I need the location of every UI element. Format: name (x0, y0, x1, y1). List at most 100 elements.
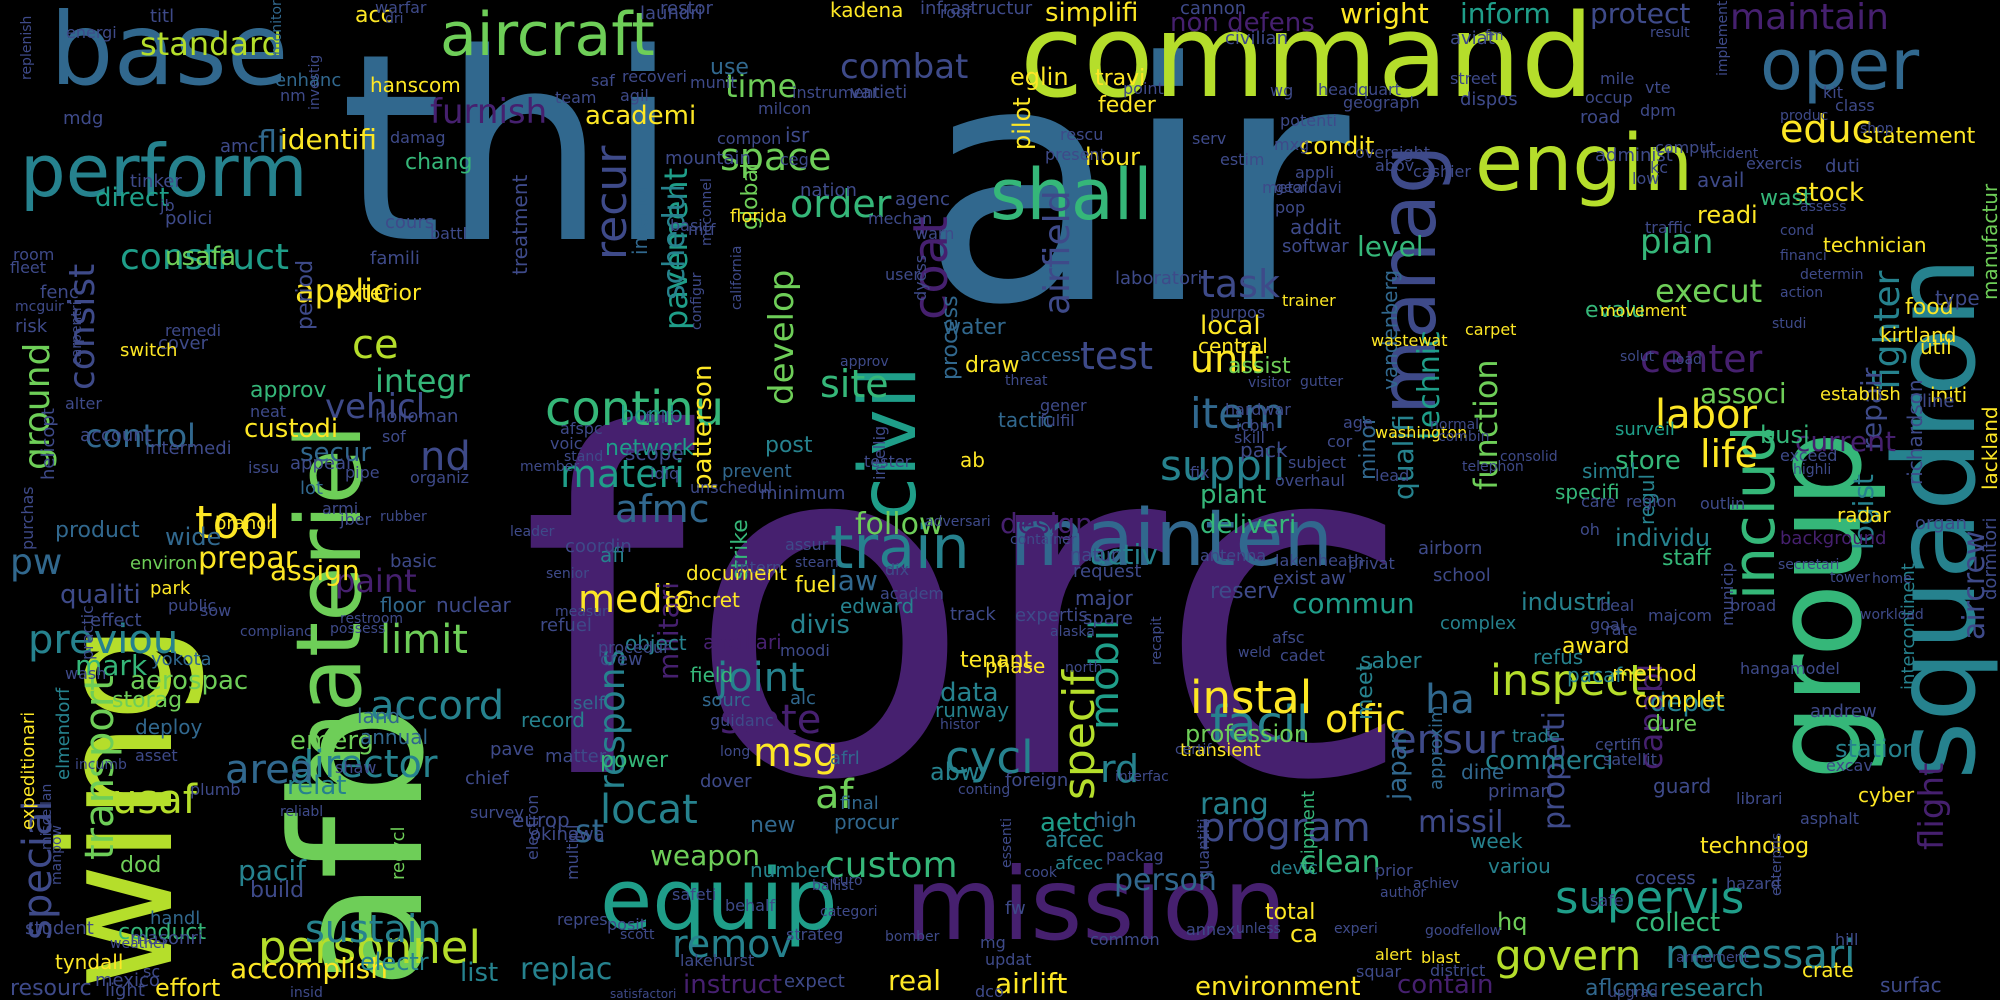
cloud-word-majcom: majcom (1648, 606, 1713, 625)
cloud-word-kit: kit (1823, 83, 1843, 102)
cloud-word-spare: spare (1083, 608, 1133, 629)
cloud-word-suppli: suppli (1160, 441, 1286, 490)
cloud-word-track: track (950, 604, 996, 625)
cloud-word-certif: certif (1175, 742, 1212, 758)
cloud-word-prior: prior (1375, 861, 1413, 880)
cloud-word-satisfactori: satisfactori (610, 987, 677, 1000)
cloud-word-electron: electron (523, 794, 542, 860)
cloud-word-level: level (1357, 230, 1424, 263)
cloud-word-mdg: mdg (63, 108, 104, 129)
cloud-word-action: action (1780, 285, 1824, 301)
cloud-word-dix: dix (885, 560, 910, 579)
cloud-word-refuel: refuel (540, 615, 592, 636)
cloud-word-remov: remov (672, 922, 793, 966)
cloud-word-metr: mtf (688, 220, 716, 239)
cloud-word-unless: unless (1236, 921, 1281, 937)
cloud-word-surveil: surveil (1615, 419, 1675, 440)
cloud-word-idiq: idiq (650, 464, 680, 483)
cloud-word-accomplish: accomplish (230, 952, 389, 985)
cloud-word-aerospac: aerospac (130, 666, 249, 696)
cloud-word-afsc: afsc (1272, 628, 1305, 647)
cloud-word-afmc: afmc (615, 487, 710, 531)
cloud-word-cadet: cadet (1280, 646, 1325, 665)
cloud-word-moodi: moodi (780, 641, 830, 660)
cloud-word-dispos: dispos (1460, 89, 1518, 110)
cloud-word-rd: rd (1100, 747, 1140, 791)
cloud-word-age: age (1343, 413, 1373, 432)
cloud-word-goal: goal (1590, 615, 1625, 634)
cloud-word-matter: matter (545, 746, 607, 767)
cloud-word-furnish: furnish (430, 92, 548, 132)
cloud-word-simplifi: simplifi (1045, 0, 1139, 28)
cloud-word-assist: assist (1228, 354, 1291, 379)
cloud-word-hq: hq (1497, 908, 1528, 936)
cloud-word-overhaul: overhaul (1275, 471, 1345, 490)
cloud-word-abw: abw (930, 758, 980, 786)
cloud-word-weapon: weapon (650, 839, 760, 872)
cloud-word-traffic: traffic (1645, 218, 1692, 237)
cloud-word-instal: instal (1190, 671, 1313, 724)
cloud-word-stat: st (575, 812, 605, 850)
cloud-word-contain: contain (1397, 970, 1494, 1000)
cloud-word-research: research (1660, 974, 1764, 1000)
cloud-word-energi: energi (66, 23, 117, 42)
cloud-word-dine: dine (1461, 760, 1505, 784)
cloud-word-leader: leader (510, 524, 555, 540)
cloud-word-ce: ce (352, 322, 399, 368)
cloud-word-dpm: dpm (1640, 101, 1676, 120)
cloud-word-asset: asset (135, 746, 178, 765)
cloud-word-recapit: recapit (1149, 616, 1165, 665)
cloud-word-common: common (1090, 930, 1160, 949)
cloud-word-risk: risk (15, 316, 48, 337)
cloud-word-manufactur: manufactur (1978, 183, 2000, 300)
cloud-word-movement: movement (1600, 301, 1687, 320)
cloud-word-practic: practic (78, 605, 97, 660)
cloud-word-experi: experi (1334, 921, 1378, 937)
cloud-word-multipl: multipl (563, 824, 582, 881)
cloud-word-aw: aw (1320, 568, 1346, 589)
cloud-word-instruct: instruct (683, 970, 783, 1000)
cloud-word-squar: squar (1356, 962, 1402, 981)
cloud-word-implement: implement (1715, 0, 1731, 76)
cloud-word-radar: radar (1837, 503, 1891, 527)
cloud-word-field: field (690, 663, 734, 687)
cloud-word-isr: isr (785, 123, 810, 147)
cloud-word-interior: interior (628, 182, 652, 255)
cloud-word-fence: fenc (40, 282, 79, 303)
cloud-word-intermedi: intermedi (145, 438, 232, 459)
cloud-word-schedul: schedul (657, 184, 692, 300)
cloud-word-base: base (50, 0, 289, 108)
cloud-word-rubber: rubber (380, 509, 427, 525)
cloud-word-restroom: restroom (340, 611, 404, 627)
cloud-word-forc: forc (520, 336, 1415, 883)
cloud-word-vehicl: vehicl (325, 387, 426, 427)
cloud-word-saf: saf (591, 71, 615, 90)
cloud-word-oper: oper (1760, 24, 1920, 106)
cloud-word-curo: curo (832, 873, 863, 889)
cloud-word-configur: configur (689, 272, 705, 330)
cloud-word-compon: compon (717, 129, 782, 148)
cloud-word-exceed: exceed (1780, 446, 1838, 465)
cloud-word-hangar: hangar (1740, 659, 1797, 678)
cloud-word-intellig: intellig (870, 425, 889, 480)
cloud-word-produc: produc (1780, 108, 1829, 124)
cloud-word-alaska: alaska (1050, 624, 1095, 640)
cloud-word-tower: tower (1830, 570, 1870, 586)
cloud-word-line: line (1922, 391, 1955, 412)
cloud-word-air: air (920, 0, 1350, 377)
cloud-word-custodi: custodi (244, 414, 339, 444)
cloud-word-elmendorf: elmendorf (53, 687, 74, 780)
cloud-word-tenant: tenant (960, 648, 1033, 673)
cloud-word-posit: posit (607, 915, 646, 934)
cloud-word-switch: switch (120, 340, 178, 361)
cloud-word-lead: lead (1375, 466, 1410, 485)
cloud-word-aviat: aviat (1450, 28, 1495, 49)
cloud-word-district: district (1430, 961, 1486, 980)
cloud-word-librari: librari (1736, 789, 1783, 808)
cloud-word-mexico: mexico (95, 970, 160, 991)
cloud-word-develop: develop (762, 269, 802, 405)
cloud-word-final: final (840, 793, 879, 814)
cloud-word-ha: ha (1425, 677, 1475, 723)
cloud-word-deploy: deploy (135, 715, 203, 739)
cloud-word-supervis: supervis (1555, 871, 1745, 924)
